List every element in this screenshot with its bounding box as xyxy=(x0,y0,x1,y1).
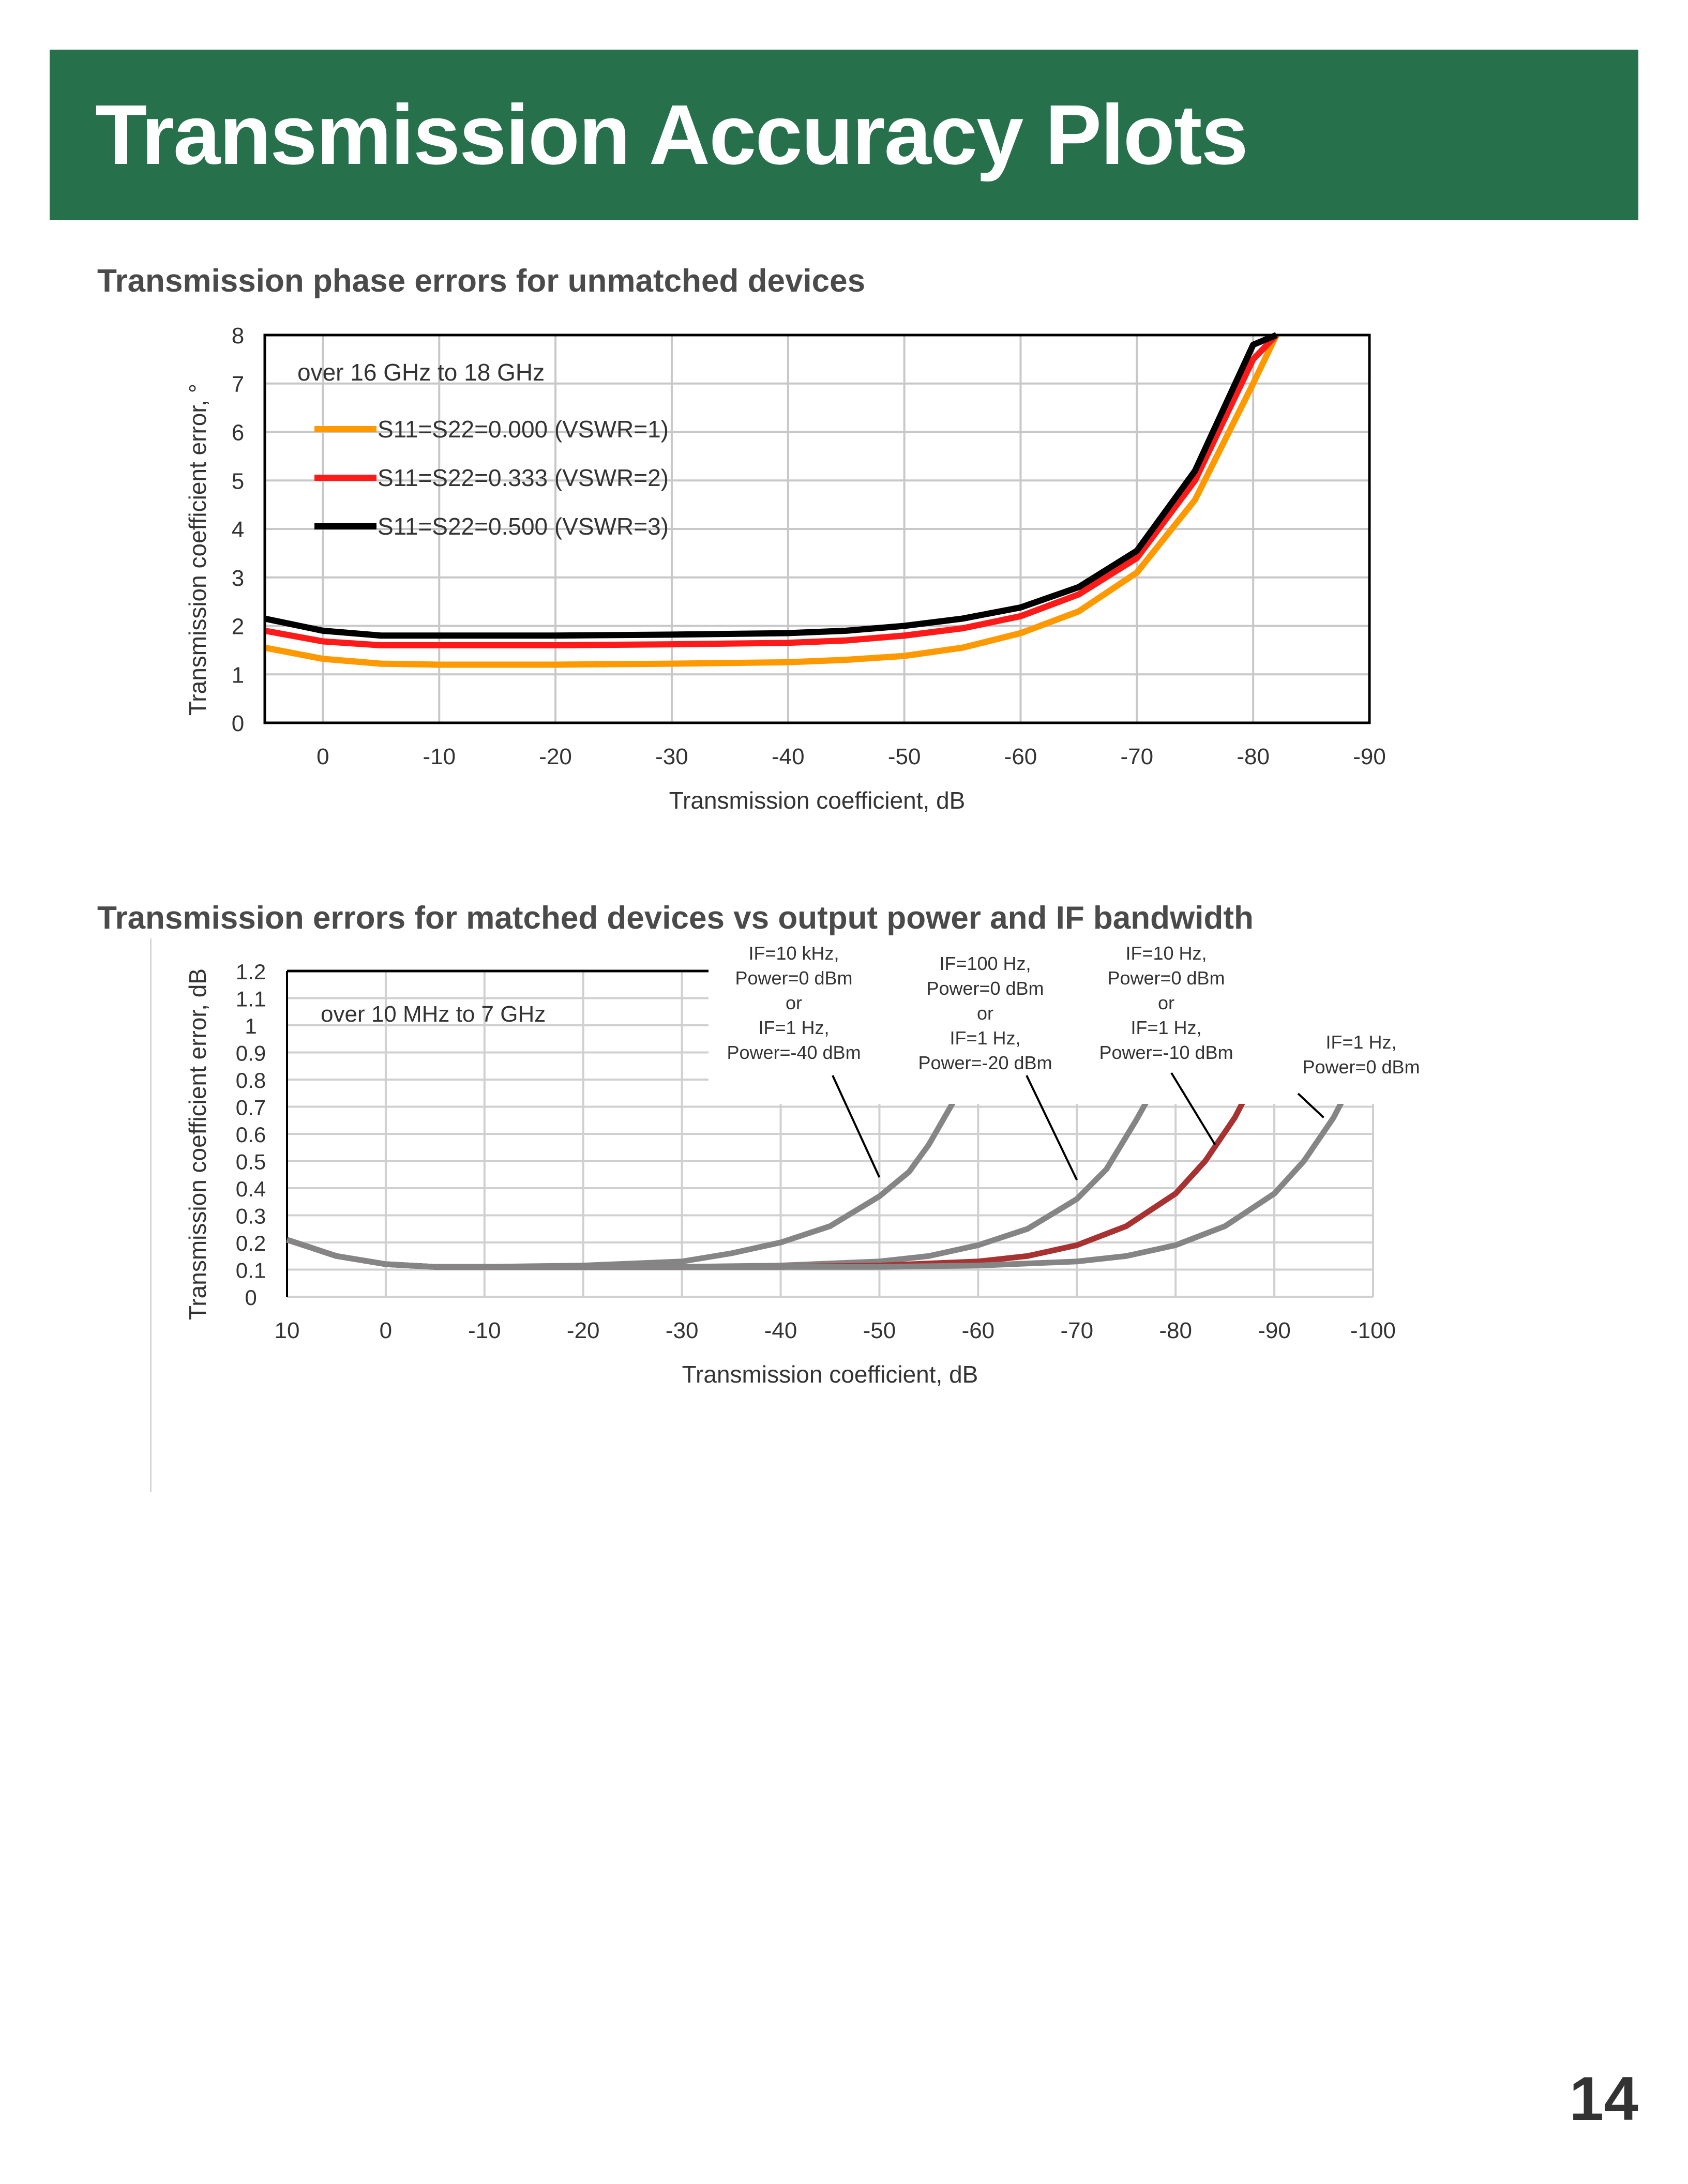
page-number: 14 xyxy=(1569,2064,1638,2133)
left-divider xyxy=(150,938,152,1492)
y-tick-label: 2 xyxy=(232,614,244,640)
x-tick-label: 0 xyxy=(380,1318,392,1343)
x-tick-label: -70 xyxy=(1060,1318,1093,1343)
x-tick-label: -40 xyxy=(772,744,805,769)
x-tick-label: -20 xyxy=(567,1318,600,1343)
y-tick-label: 1 xyxy=(245,1014,257,1038)
callout-1-line: IF=1 Hz, xyxy=(950,1027,1020,1049)
y-tick-label: 0.7 xyxy=(236,1096,266,1120)
x-axis-label: Transmission coefficient, dB xyxy=(669,787,966,814)
section-title-matched-errors: Transmission errors for matched devices … xyxy=(97,900,1254,936)
x-tick-label: -60 xyxy=(1004,744,1037,769)
x-tick-label: -100 xyxy=(1350,1318,1396,1343)
x-tick-label: -30 xyxy=(666,1318,699,1343)
y-tick-label: 0 xyxy=(245,1285,257,1310)
y-axis-label: Transmission coefficient error, ° xyxy=(184,384,211,716)
x-tick-label: -90 xyxy=(1258,1318,1291,1343)
x-tick-label: 0 xyxy=(317,744,329,769)
callout-0-line: IF=1 Hz, xyxy=(758,1017,829,1038)
x-tick-label: -80 xyxy=(1237,744,1270,769)
y-tick-label: 0 xyxy=(232,711,244,736)
section-title-phase-errors: Transmission phase errors for unmatched … xyxy=(97,263,866,299)
x-tick-label: -70 xyxy=(1121,744,1154,769)
y-tick-label: 0.9 xyxy=(236,1041,266,1066)
x-tick-label: -10 xyxy=(468,1318,501,1343)
matched-error-chart: 00.10.20.30.40.50.60.70.80.911.11.210 0 -1… xyxy=(184,941,1420,1388)
callout-2-leader xyxy=(1170,1072,1216,1146)
x-tick-label: -20 xyxy=(539,744,572,769)
y-tick-label: 1.1 xyxy=(236,987,266,1011)
y-tick-label: 0.2 xyxy=(236,1231,266,1255)
legend-label-2: S11=S22=0.500 (VSWR=3) xyxy=(378,513,669,540)
callout-1-line: Power=0 dBm xyxy=(926,978,1044,999)
callout-1-line: or xyxy=(977,1003,993,1024)
y-tick-label: 1 xyxy=(232,662,244,688)
series-line-2 xyxy=(264,332,1278,639)
callout-2-line: Power=-10 dBm xyxy=(1099,1042,1233,1063)
y-tick-label: 0.6 xyxy=(236,1123,266,1147)
y-tick-label: 8 xyxy=(232,323,244,348)
y-tick-label: 6 xyxy=(232,420,244,446)
chart-annotation: over 16 GHz to 18 GHz xyxy=(297,359,545,386)
y-tick-label: 7 xyxy=(232,372,244,397)
callout-3-leader xyxy=(1297,1093,1324,1118)
legend-label-0: S11=S22=0.000 (VSWR=1) xyxy=(378,416,669,443)
callout-1-line: Power=-20 dBm xyxy=(918,1052,1052,1073)
page-title: Transmission Accuracy Plots xyxy=(95,87,1248,182)
callout-2-line: IF=10 Hz, xyxy=(1125,943,1207,964)
y-tick-label: 4 xyxy=(232,517,244,542)
series-line-0 xyxy=(264,333,1279,668)
x-tick-label: -60 xyxy=(962,1318,995,1343)
y-tick-label: 5 xyxy=(232,468,244,494)
callout-0-line: Power=0 dBm xyxy=(735,967,852,989)
chart-annotation: over 10 MHz to 7 GHz xyxy=(321,1002,546,1027)
legend-label-1: S11=S22=0.333 (VSWR=2) xyxy=(378,464,669,491)
x-tick-label: 10 xyxy=(275,1318,300,1343)
x-tick-label: -80 xyxy=(1159,1318,1192,1343)
x-tick-label: -50 xyxy=(888,744,921,769)
y-tick-label: 0.4 xyxy=(236,1177,266,1201)
callout-3-line: Power=0 dBm xyxy=(1302,1056,1420,1078)
y-tick-label: 0.5 xyxy=(236,1150,266,1174)
y-tick-label: 1.2 xyxy=(236,960,266,984)
callout-1-leader xyxy=(1026,1075,1078,1181)
x-tick-label: -50 xyxy=(863,1318,896,1343)
y-tick-label: 0.3 xyxy=(236,1204,266,1228)
x-tick-label: -10 xyxy=(423,744,456,769)
callout-2-line: IF=1 Hz, xyxy=(1131,1017,1201,1038)
series-line-3 xyxy=(286,1078,1356,1270)
y-axis-label: Transmission coefficient error, dB xyxy=(184,968,211,1320)
header-bar: Transmission Accuracy Plots xyxy=(50,50,1638,220)
y-tick-label: 3 xyxy=(232,566,244,591)
x-tick-label: -40 xyxy=(764,1318,797,1343)
x-tick-label: -90 xyxy=(1353,744,1386,769)
y-tick-label: 0.1 xyxy=(236,1258,266,1283)
callout-1-line: IF=100 Hz, xyxy=(939,953,1031,974)
y-tick-label: 0.8 xyxy=(236,1068,266,1093)
callout-2-line: or xyxy=(1158,992,1174,1013)
phase-error-chart: 0 1 2 3 4 5 6 7 8 0 -10 -20 -30 -40 -50 -60 -70 -80 -90 ove… xyxy=(184,323,1386,814)
x-tick-label: -30 xyxy=(655,744,688,769)
series-line-1 xyxy=(286,1083,1158,1270)
x-axis-label: Transmission coefficient, dB xyxy=(682,1361,978,1388)
callout-0-line: or xyxy=(786,992,802,1013)
callout-backdrop xyxy=(709,941,1399,1104)
callout-0-line: Power=-40 dBm xyxy=(727,1042,861,1063)
callout-2-line: Power=0 dBm xyxy=(1107,967,1225,989)
callout-0-leader xyxy=(832,1075,881,1178)
plot-frame xyxy=(263,333,1371,724)
callout-3-line: IF=1 Hz, xyxy=(1325,1032,1396,1053)
series-line-1 xyxy=(264,332,1279,648)
callout-0-line: IF=10 kHz, xyxy=(748,943,839,964)
